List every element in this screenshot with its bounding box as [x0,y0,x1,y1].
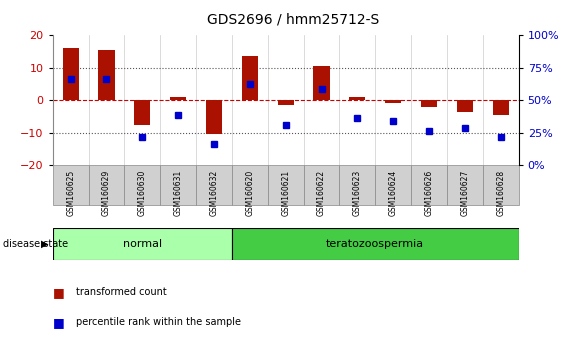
Bar [53,228,232,260]
Bar [385,100,401,103]
Bar [339,165,375,205]
Bar [88,165,124,205]
Text: GSM160621: GSM160621 [281,170,290,216]
Text: GSM160632: GSM160632 [210,170,219,216]
Bar [421,100,437,107]
Bar [196,165,232,205]
Bar [493,100,509,115]
Text: transformed count: transformed count [76,287,167,297]
Text: GSM160627: GSM160627 [461,170,469,216]
Bar [53,165,88,205]
Bar [232,165,268,205]
Text: GSM160625: GSM160625 [66,170,75,216]
Text: normal: normal [123,239,162,249]
Text: percentile rank within the sample: percentile rank within the sample [76,317,241,327]
Bar [349,97,366,100]
Text: ■: ■ [53,286,64,298]
Bar [411,165,447,205]
Bar [447,165,483,205]
Bar [242,56,258,100]
Bar [98,50,114,100]
Text: GSM160628: GSM160628 [496,170,505,216]
Text: teratozoospermia: teratozoospermia [326,239,424,249]
Bar [375,165,411,205]
Text: ▶: ▶ [41,239,49,249]
Text: ■: ■ [53,316,64,329]
Bar [457,100,473,112]
Bar [268,165,304,205]
Text: GSM160630: GSM160630 [138,170,147,216]
Text: GDS2696 / hmm25712-S: GDS2696 / hmm25712-S [207,12,379,27]
Text: GSM160626: GSM160626 [424,170,434,216]
Bar [483,165,519,205]
Text: disease state: disease state [3,239,68,249]
Text: GSM160620: GSM160620 [246,170,254,216]
Bar [206,100,222,134]
Text: GSM160629: GSM160629 [102,170,111,216]
Bar [278,100,294,105]
Bar [134,100,151,125]
Bar [160,165,196,205]
Text: GSM160623: GSM160623 [353,170,362,216]
Bar [314,66,329,100]
Bar [124,165,160,205]
Bar [170,97,186,100]
Bar [304,165,339,205]
Text: GSM160622: GSM160622 [317,170,326,216]
Bar [63,48,79,100]
Text: GSM160624: GSM160624 [389,170,398,216]
Bar [232,228,519,260]
Text: GSM160631: GSM160631 [173,170,183,216]
